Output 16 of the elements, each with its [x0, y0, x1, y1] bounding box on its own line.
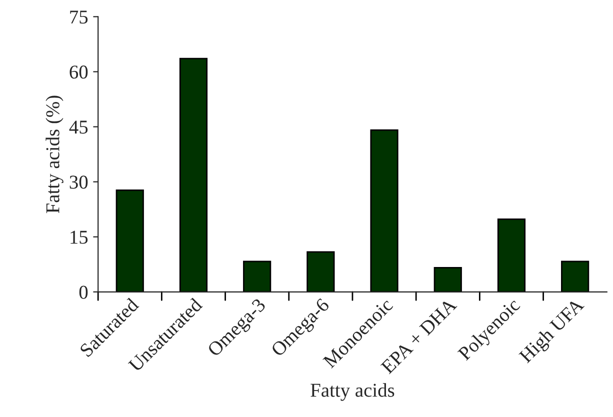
bar	[561, 260, 590, 292]
bar	[434, 266, 462, 292]
bar	[497, 218, 526, 292]
bar	[243, 260, 272, 292]
y-tick-label: 15	[70, 230, 88, 244]
y-tick-label: 0	[79, 286, 88, 299]
bar	[179, 58, 208, 292]
y-tick-label: 60	[70, 66, 88, 79]
bar	[116, 190, 144, 292]
x-axis-title: Fatty acids	[310, 383, 394, 401]
y-tick-label: 45	[69, 120, 88, 134]
y-tick-label: 30	[70, 176, 88, 189]
y-axis-title: Fatty acids (%)	[46, 96, 64, 214]
y-tick-label: 75	[70, 10, 88, 24]
bar	[370, 129, 398, 292]
bar	[306, 251, 335, 292]
